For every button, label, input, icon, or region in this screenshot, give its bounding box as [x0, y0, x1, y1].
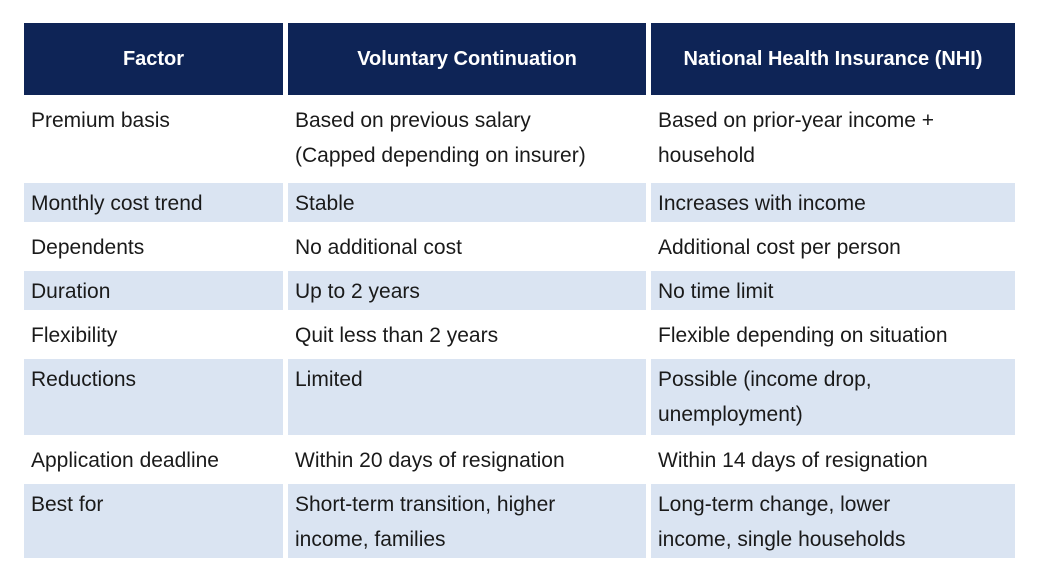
- factor-cell: Reductions: [24, 359, 283, 435]
- table-row-2: Dependents No additional cost Additional c…: [24, 227, 1015, 266]
- voluntary-cell: Limited: [288, 359, 646, 435]
- factor-cell: Premium basis: [24, 100, 283, 178]
- nhi-cell: Additional cost per person: [651, 227, 1015, 266]
- voluntary-cell: Short-term transition, higher income, fa…: [288, 484, 646, 558]
- column-header-factor: Factor: [24, 23, 283, 95]
- nhi-cell: Increases with income: [651, 183, 1015, 222]
- factor-cell: Duration: [24, 271, 283, 310]
- table-header: Factor Voluntary Continuation National Hea…: [24, 23, 1015, 95]
- column-header-nhi: National Health Insurance (NHI): [651, 23, 1015, 95]
- table-row-7: Best for Short-term transition, higher in…: [24, 484, 1015, 558]
- factor-cell: Flexibility: [24, 315, 283, 354]
- column-header-voluntary: Voluntary Continuation: [288, 23, 646, 95]
- nhi-cell: Long-term change, lower income, single h…: [651, 484, 1015, 558]
- nhi-cell: No time limit: [651, 271, 1015, 310]
- table-row-0: Premium basis Based on previous salary (C…: [24, 100, 1015, 178]
- voluntary-cell: Up to 2 years: [288, 271, 646, 310]
- factor-cell: Monthly cost trend: [24, 183, 283, 222]
- header-row: Factor Voluntary Continuation National Hea…: [24, 23, 1015, 95]
- voluntary-cell: No additional cost: [288, 227, 646, 266]
- table-row-5: Reductions Limited Possible (income drop, …: [24, 359, 1015, 435]
- factor-cell: Best for: [24, 484, 283, 558]
- table-body: Premium basis Based on previous salary (C…: [24, 100, 1015, 558]
- nhi-cell: Flexible depending on situation: [651, 315, 1015, 354]
- voluntary-cell: Based on previous salary (Capped dependi…: [288, 100, 646, 178]
- nhi-cell: Based on prior-year income + household: [651, 100, 1015, 178]
- factor-cell: Application deadline: [24, 440, 283, 479]
- table-row-1: Monthly cost trend Stable Increases with i…: [24, 183, 1015, 222]
- voluntary-cell: Quit less than 2 years: [288, 315, 646, 354]
- comparison-table: Factor Voluntary Continuation National Hea…: [19, 18, 1020, 563]
- table-row-6: Application deadline Within 20 days of re…: [24, 440, 1015, 479]
- factor-cell: Dependents: [24, 227, 283, 266]
- table-row-3: Duration Up to 2 years No time limit: [24, 271, 1015, 310]
- voluntary-cell: Stable: [288, 183, 646, 222]
- nhi-cell: Possible (income drop, unemployment): [651, 359, 1015, 435]
- nhi-cell: Within 14 days of resignation: [651, 440, 1015, 479]
- table-row-4: Flexibility Quit less than 2 years Flexibl…: [24, 315, 1015, 354]
- voluntary-cell: Within 20 days of resignation: [288, 440, 646, 479]
